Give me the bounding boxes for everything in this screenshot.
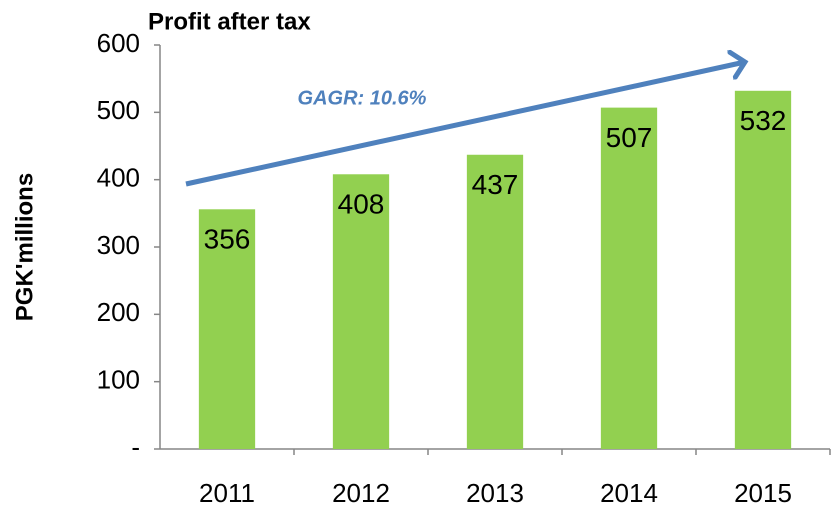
data-label: 507 <box>606 122 653 153</box>
bar <box>198 209 256 449</box>
y-tick-label: - <box>131 432 140 462</box>
bar <box>332 174 390 449</box>
chart-title: Profit after tax <box>148 8 311 35</box>
y-tick-label: 300 <box>97 230 140 260</box>
x-tick-label: 2012 <box>332 478 390 508</box>
bar <box>600 107 658 450</box>
trend-arrow <box>185 62 745 187</box>
data-label: 356 <box>204 224 251 255</box>
x-tick-label: 2015 <box>734 478 792 508</box>
y-tick-label: 600 <box>97 28 140 58</box>
y-tick-label: 400 <box>97 163 140 193</box>
x-tick-label: 2014 <box>600 478 658 508</box>
y-tick-label: 100 <box>97 365 140 395</box>
x-tick-label: 2013 <box>466 478 524 508</box>
bar <box>734 90 792 449</box>
y-tick-label: 500 <box>97 95 140 125</box>
y-axis-label: PGK'millions <box>11 173 38 321</box>
plot-area: - 100 200 300 400 500 600 2011 356 2012 408 2013 437… <box>97 28 831 508</box>
data-label: 532 <box>740 105 787 136</box>
data-label: 408 <box>338 189 385 220</box>
data-label: 437 <box>472 169 519 200</box>
annotation: GAGR: 10.6% <box>298 87 427 109</box>
bar <box>466 154 524 449</box>
y-tick-label: 200 <box>97 297 140 327</box>
x-tick-label: 2011 <box>199 478 255 508</box>
